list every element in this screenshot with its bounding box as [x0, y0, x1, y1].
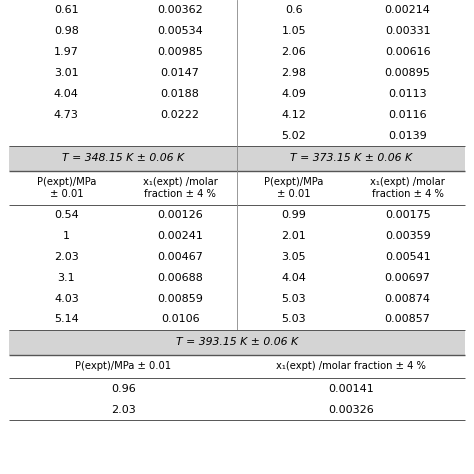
Text: T = 393.15 K ± 0.06 K: T = 393.15 K ± 0.06 K	[176, 337, 298, 347]
Text: 0.00331: 0.00331	[385, 26, 430, 36]
Text: 0.00697: 0.00697	[385, 273, 430, 283]
Text: 0.0116: 0.0116	[388, 109, 427, 120]
Text: 2.03: 2.03	[54, 252, 79, 262]
Text: 4.09: 4.09	[282, 89, 306, 99]
Text: x₁(expt) /molar
fraction ± 4 %: x₁(expt) /molar fraction ± 4 %	[370, 177, 445, 199]
Text: 0.00141: 0.00141	[328, 383, 374, 394]
Bar	[9, 330, 465, 355]
Text: P(expt)/MPa
± 0.01: P(expt)/MPa ± 0.01	[36, 177, 96, 199]
Text: 2.98: 2.98	[282, 68, 306, 78]
Bar	[9, 146, 237, 171]
Text: P(expt)/MPa
± 0.01: P(expt)/MPa ± 0.01	[264, 177, 324, 199]
Text: 0.0188: 0.0188	[161, 89, 200, 99]
Text: 0.00326: 0.00326	[328, 404, 374, 415]
Text: 2.03: 2.03	[111, 404, 136, 415]
Text: 3.1: 3.1	[57, 273, 75, 283]
Text: 0.6: 0.6	[285, 5, 303, 16]
Text: 0.00859: 0.00859	[157, 293, 203, 304]
Bar	[237, 146, 465, 171]
Text: 0.0147: 0.0147	[161, 68, 200, 78]
Text: 0.00857: 0.00857	[385, 314, 430, 325]
Text: 0.00534: 0.00534	[157, 26, 203, 36]
Text: 4.03: 4.03	[54, 293, 79, 304]
Text: 0.00175: 0.00175	[385, 210, 430, 220]
Text: 0.96: 0.96	[111, 383, 136, 394]
Text: 3.05: 3.05	[282, 252, 306, 262]
Text: 0.0106: 0.0106	[161, 314, 200, 325]
Text: 0.00359: 0.00359	[385, 231, 430, 241]
Text: 5.03: 5.03	[282, 314, 306, 325]
Text: 2.01: 2.01	[282, 231, 306, 241]
Text: 5.02: 5.02	[282, 130, 306, 141]
Text: 0.0222: 0.0222	[161, 109, 200, 120]
Text: 0.0113: 0.0113	[388, 89, 427, 99]
Text: 0.00985: 0.00985	[157, 47, 203, 57]
Text: 1: 1	[63, 231, 70, 241]
Text: 2.06: 2.06	[282, 47, 306, 57]
Text: 0.00616: 0.00616	[385, 47, 430, 57]
Text: 0.61: 0.61	[54, 5, 79, 16]
Text: 5.03: 5.03	[282, 293, 306, 304]
Text: 0.00467: 0.00467	[157, 252, 203, 262]
Text: 0.00874: 0.00874	[384, 293, 431, 304]
Text: 0.00241: 0.00241	[157, 231, 203, 241]
Text: T = 348.15 K ± 0.06 K: T = 348.15 K ± 0.06 K	[62, 153, 184, 164]
Text: 0.00126: 0.00126	[157, 210, 203, 220]
Text: 4.04: 4.04	[54, 89, 79, 99]
Text: 4.12: 4.12	[282, 109, 306, 120]
Text: 0.54: 0.54	[54, 210, 79, 220]
Text: 3.01: 3.01	[54, 68, 79, 78]
Text: 0.0139: 0.0139	[388, 130, 427, 141]
Text: 4.73: 4.73	[54, 109, 79, 120]
Text: 4.04: 4.04	[282, 273, 306, 283]
Text: 0.00362: 0.00362	[157, 5, 203, 16]
Text: 5.14: 5.14	[54, 314, 79, 325]
Text: P(expt)/MPa ± 0.01: P(expt)/MPa ± 0.01	[75, 361, 171, 372]
Text: 1.97: 1.97	[54, 47, 79, 57]
Text: T = 373.15 K ± 0.06 K: T = 373.15 K ± 0.06 K	[290, 153, 412, 164]
Text: x₁(expt) /molar fraction ± 4 %: x₁(expt) /molar fraction ± 4 %	[276, 361, 426, 372]
Text: 0.99: 0.99	[282, 210, 306, 220]
Text: 0.00895: 0.00895	[385, 68, 430, 78]
Text: 0.00688: 0.00688	[157, 273, 203, 283]
Text: 0.00214: 0.00214	[385, 5, 430, 16]
Text: 0.98: 0.98	[54, 26, 79, 36]
Text: x₁(expt) /molar
fraction ± 4 %: x₁(expt) /molar fraction ± 4 %	[143, 177, 218, 199]
Text: 1.05: 1.05	[282, 26, 306, 36]
Text: 0.00541: 0.00541	[385, 252, 430, 262]
